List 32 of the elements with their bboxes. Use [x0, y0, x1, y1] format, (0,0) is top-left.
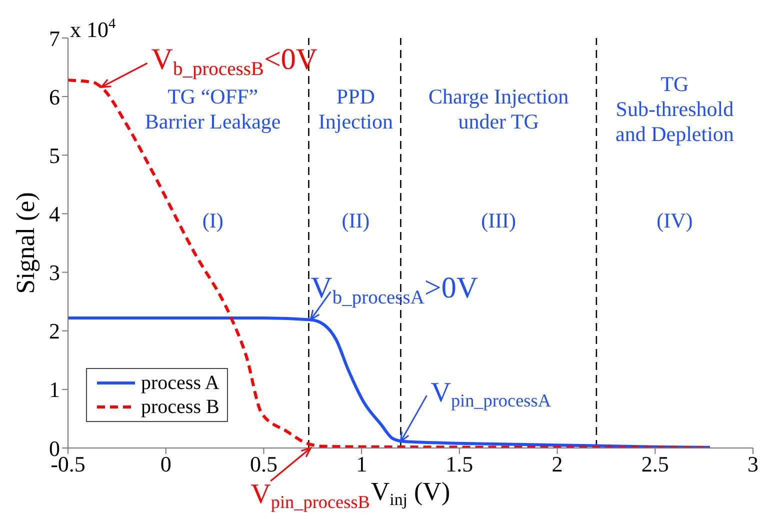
x-tick-label: 1.5 [446, 452, 474, 477]
y-tick-label: 1 [49, 377, 60, 402]
annotation: (III) [481, 208, 516, 232]
y-tick-label: 5 [49, 142, 60, 168]
x-axis-title: V$_{inj}$ (V) [370, 477, 450, 510]
legend-label: process B [141, 395, 220, 419]
y-tick-label: 2 [49, 318, 60, 344]
x-tick-label: 0.5 [250, 452, 278, 477]
annotation: Charge Injection under TG [428, 84, 570, 134]
annotation: V$_{b_processB}$<0V [151, 43, 318, 80]
x-tick-label: 1 [356, 452, 368, 477]
annotation: (IV) [656, 208, 693, 232]
y-tick-label: 3 [49, 260, 60, 286]
y-tick-label: 4 [49, 202, 60, 227]
annotation: TG Sub-threshold and Depletion [616, 72, 734, 146]
x-tick-label: 3 [748, 452, 758, 477]
annotation: (I) [202, 208, 224, 232]
x-tick-label: 2.5 [641, 452, 669, 477]
y-tick-label: 6 [49, 84, 60, 110]
annotation: TG “OFF” Barrier Leakage [144, 84, 281, 134]
annotation: V$_{pin_processB}$ [250, 479, 370, 512]
x-tick-label: 0 [160, 452, 172, 477]
annotation: PPD Injection [318, 84, 394, 134]
annotation: x 10$^{4}$ [70, 16, 116, 42]
y-tick-label: 7 [49, 26, 60, 51]
annotation: (II) [342, 208, 370, 232]
annotation: V$_{pin_processA}$ [430, 378, 551, 411]
y-axis-title: Signal (e) [11, 192, 40, 294]
x-tick-label: 2 [552, 452, 563, 477]
annotation: V$_{b_processA}$>0V [310, 272, 478, 309]
legend-label: process A [141, 371, 220, 395]
line-series [68, 316, 712, 448]
